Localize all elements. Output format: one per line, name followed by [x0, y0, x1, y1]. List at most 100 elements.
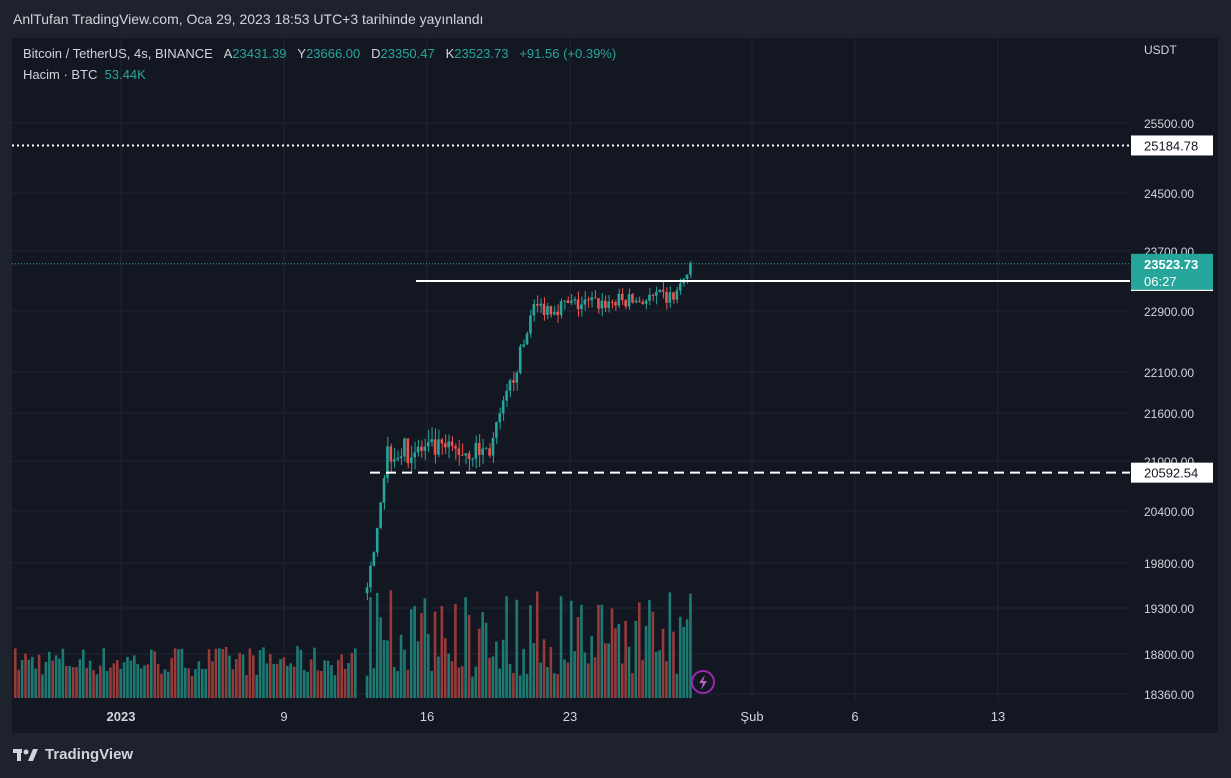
volume-bar [269, 654, 272, 698]
volume-bar [112, 663, 116, 698]
volume-bar [505, 596, 508, 698]
volume-bar [546, 667, 549, 698]
candle-body [566, 300, 570, 303]
volume-bar [320, 671, 323, 698]
volume-bar [286, 665, 289, 698]
volume-bar [143, 665, 146, 698]
volume-bar [37, 654, 41, 698]
volume-bar [330, 665, 333, 698]
volume-bar [180, 648, 184, 698]
y-tick-label: 22100.00 [1144, 366, 1194, 380]
candle-body [464, 453, 467, 456]
volume-bar [61, 648, 65, 698]
volume-bar [150, 649, 153, 698]
volume-bar [597, 604, 600, 698]
volume-bar [116, 660, 119, 698]
x-tick-label: 2023 [107, 709, 136, 724]
candle-body [607, 301, 610, 308]
volume-bar [409, 609, 413, 698]
high-label: Y [297, 46, 307, 61]
volume-bar [204, 668, 207, 698]
y-tick-label: 25500.00 [1144, 117, 1194, 131]
volume-bar [119, 669, 122, 698]
change-value: +91.56 (+0.39%) [519, 46, 617, 61]
volume-bar [430, 670, 433, 698]
candle-body [365, 587, 369, 594]
volume-bar [498, 668, 502, 698]
candle-body [515, 372, 519, 383]
volume-bar [641, 659, 644, 698]
lightning-icon[interactable] [691, 670, 715, 694]
volume-bar [27, 659, 31, 698]
candle-body [501, 400, 505, 414]
volume-bar [99, 665, 102, 698]
candle-body [481, 448, 484, 455]
volume-bar [190, 675, 194, 698]
chart-panel[interactable] [12, 38, 1218, 733]
volume-bar [54, 655, 58, 698]
candle-body [399, 456, 403, 458]
volume-bar [457, 667, 461, 698]
volume-bar [576, 616, 580, 698]
currency-label: USDT [1144, 43, 1177, 57]
volume-bar [139, 668, 143, 698]
volume-bar [569, 600, 573, 698]
candle-body [382, 478, 386, 503]
candle-body [460, 454, 464, 456]
volume-bar [48, 651, 51, 698]
volume-bars [14, 590, 692, 698]
volume-bar [426, 634, 430, 698]
volume-bar [539, 662, 542, 698]
x-tick-label: 16 [420, 709, 434, 724]
candle-body [580, 304, 583, 310]
volume-bar [31, 656, 34, 698]
candle-body [447, 441, 450, 448]
volume-bar [525, 674, 529, 698]
volume-bar [228, 655, 231, 698]
volume-bar [167, 671, 170, 698]
volume-bar [197, 661, 201, 698]
tradingview-logo-icon [13, 748, 38, 761]
candle-body [600, 300, 604, 309]
volume-bar [173, 648, 177, 698]
volume-bar [603, 643, 607, 698]
candle-body [535, 303, 539, 306]
volume-bar [44, 661, 48, 698]
volume-bar [289, 663, 292, 698]
candle-body [379, 502, 382, 528]
candle-body [539, 303, 542, 306]
volume-bar [153, 651, 156, 698]
volume-bar [109, 667, 112, 698]
candle-body [661, 289, 665, 292]
candle-body [546, 306, 549, 315]
close-value: 23523.73 [454, 46, 509, 61]
symbol-title[interactable]: Bitcoin / TetherUS, 4s, BINANCE [23, 46, 213, 61]
x-tick-label: 6 [851, 709, 858, 724]
candle-body [484, 448, 488, 450]
candle-body [590, 297, 593, 301]
candle-body [491, 437, 495, 456]
grid-lines [12, 38, 1130, 700]
ohlc-legend: Bitcoin / TetherUS, 4s, BINANCE A23431.3… [23, 46, 616, 61]
volume-bar [668, 592, 672, 698]
candle-body [437, 439, 440, 455]
x-tick-label: Şub [740, 709, 763, 724]
y-tick-label: 21600.00 [1144, 407, 1194, 421]
candle-body [406, 438, 410, 464]
candle-body [597, 298, 600, 309]
volume-bar [369, 597, 372, 698]
volume-bar [508, 664, 512, 698]
candle-body [610, 301, 614, 303]
header-bar: AnlTufan TradingView.com, Oca 29, 2023 1… [0, 0, 1231, 38]
volume-bar [133, 655, 136, 698]
level-badge-label: 25184.78 [1144, 138, 1198, 153]
volume-bar [624, 620, 627, 698]
tradingview-footer[interactable]: TradingView [13, 746, 133, 763]
candle-body [644, 300, 648, 304]
volume-bar [354, 648, 357, 698]
volume-bar [678, 616, 682, 698]
volume-bar [542, 639, 546, 698]
candle-body [542, 303, 546, 315]
candle-body [627, 294, 631, 307]
